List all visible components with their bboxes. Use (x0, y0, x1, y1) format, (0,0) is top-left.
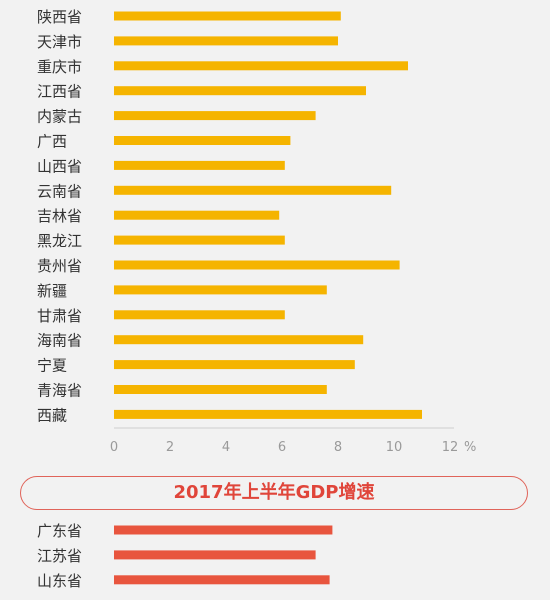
category-label: 贵州省 (37, 257, 82, 275)
bar (114, 525, 333, 535)
category-label: 江西省 (37, 83, 82, 101)
bar (114, 310, 285, 320)
category-label: 云南省 (37, 182, 82, 200)
category-label: 内蒙古 (37, 108, 82, 126)
category-label: 山东省 (37, 572, 82, 590)
bar (114, 235, 285, 245)
bar (114, 360, 355, 370)
category-label: 天津市 (37, 33, 82, 51)
category-label: 宁夏 (37, 357, 67, 375)
bar (114, 210, 280, 220)
x-tick-label: 0 (110, 440, 118, 455)
bar (114, 36, 338, 46)
bar (114, 285, 327, 295)
bar (114, 260, 400, 270)
category-label: 陕西省 (37, 8, 82, 26)
x-tick-label: 8 (334, 440, 342, 455)
x-tick-label: 12 (442, 440, 459, 455)
chart-title: 2017年上半年GDP增速 (173, 482, 375, 503)
bar (114, 385, 327, 394)
x-tick-label: 2 (166, 440, 174, 455)
upper-bar-chart: 陕西省天津市重庆市江西省内蒙古广西山西省云南省吉林省黑龙江贵州省新疆甘肃省海南省… (37, 8, 476, 455)
category-label: 山西省 (37, 157, 82, 175)
bar (114, 160, 285, 170)
x-tick-label: 10 (386, 440, 403, 455)
category-label: 江苏省 (37, 547, 82, 565)
category-label: 重庆市 (37, 58, 82, 76)
category-label: 甘肃省 (37, 307, 82, 325)
bar (114, 550, 316, 560)
category-label: 广西 (37, 133, 67, 151)
bar (114, 575, 330, 585)
bar (114, 61, 408, 71)
x-axis-unit: % (464, 440, 476, 455)
section-title-banner: 2017年上半年GDP增速 (20, 476, 528, 510)
bar (114, 136, 291, 145)
bar (114, 185, 392, 195)
bar (114, 11, 341, 21)
category-label: 吉林省 (37, 207, 82, 225)
category-label: 黑龙江 (37, 232, 82, 250)
category-label: 青海省 (37, 382, 82, 400)
x-tick-label: 4 (222, 440, 230, 455)
x-tick-label: 6 (278, 440, 286, 455)
bar (114, 86, 366, 96)
category-label: 广东省 (37, 522, 82, 540)
bar (114, 111, 316, 121)
category-label: 海南省 (37, 332, 82, 350)
category-label: 西藏 (37, 406, 67, 424)
bar (114, 409, 422, 419)
category-label: 新疆 (37, 282, 67, 300)
bar (114, 335, 364, 345)
